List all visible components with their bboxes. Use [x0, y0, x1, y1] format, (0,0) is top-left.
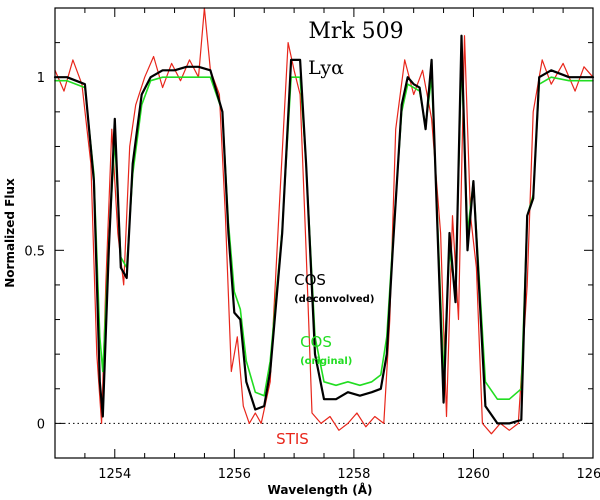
- annotation-stis-label: STIS: [276, 430, 309, 448]
- annotation-group: COS (deconvolved) COS (original) STIS: [276, 271, 374, 448]
- annotation-cos-original-label: COS: [300, 333, 332, 351]
- annotation-cos-original-sublabel: (original): [300, 356, 352, 367]
- y-tick-label: 0: [37, 417, 45, 432]
- annotation-cos-deconvolved-sublabel: (deconvolved): [294, 294, 374, 305]
- y-tick-label: 0.5: [24, 244, 45, 259]
- chart-title: Mrk 509: [308, 19, 403, 44]
- plot-frame: [54, 7, 594, 459]
- axes-group: 1254 1256 1258 1260 1262 0 0.5 1: [24, 7, 600, 482]
- y-axis-label: Normalized Flux: [3, 178, 17, 288]
- series-group: [53, 7, 595, 435]
- x-tick-label: 1258: [337, 467, 370, 482]
- x-tick-label: 1256: [218, 467, 251, 482]
- x-axis-label: Wavelength (Å): [268, 482, 373, 497]
- x-tick-label: 1254: [98, 467, 131, 482]
- annotation-cos-deconvolved-label: COS: [294, 271, 326, 289]
- x-tick-label: 1262: [576, 467, 600, 482]
- x-tick-label: 1260: [457, 467, 490, 482]
- y-tick-label: 1: [37, 71, 45, 86]
- series-line-stis: [54, 7, 594, 435]
- chart-subtitle: Lyα: [308, 57, 344, 79]
- series-line-cos-deconvolved: [53, 34, 595, 425]
